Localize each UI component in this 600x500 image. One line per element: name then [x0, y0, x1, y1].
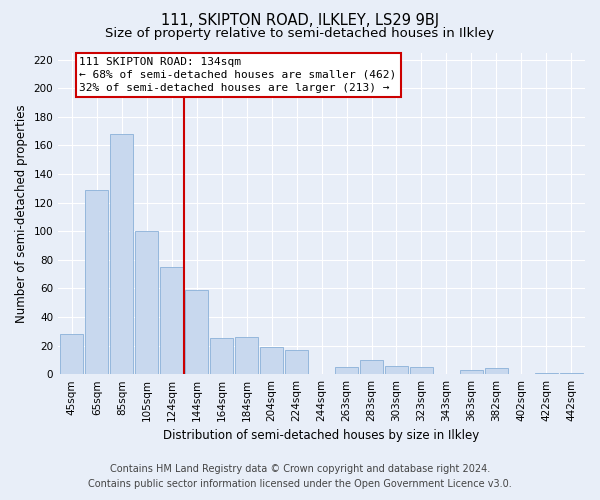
Bar	[385, 366, 408, 374]
Bar	[260, 347, 283, 374]
Bar	[360, 360, 383, 374]
Text: Contains HM Land Registry data © Crown copyright and database right 2024.
Contai: Contains HM Land Registry data © Crown c…	[88, 464, 512, 489]
Bar	[410, 367, 433, 374]
Bar	[460, 370, 483, 374]
Bar	[535, 373, 558, 374]
Bar	[285, 350, 308, 374]
Text: 111 SKIPTON ROAD: 134sqm
← 68% of semi-detached houses are smaller (462)
32% of : 111 SKIPTON ROAD: 134sqm ← 68% of semi-d…	[79, 57, 397, 93]
X-axis label: Distribution of semi-detached houses by size in Ilkley: Distribution of semi-detached houses by …	[163, 430, 480, 442]
Bar	[235, 337, 258, 374]
Bar	[61, 334, 83, 374]
Bar	[85, 190, 109, 374]
Bar	[210, 338, 233, 374]
Bar	[485, 368, 508, 374]
Bar	[185, 290, 208, 374]
Text: 111, SKIPTON ROAD, ILKLEY, LS29 9BJ: 111, SKIPTON ROAD, ILKLEY, LS29 9BJ	[161, 12, 439, 28]
Bar	[560, 373, 583, 374]
Bar	[136, 231, 158, 374]
Bar	[335, 367, 358, 374]
Y-axis label: Number of semi-detached properties: Number of semi-detached properties	[15, 104, 28, 322]
Text: Size of property relative to semi-detached houses in Ilkley: Size of property relative to semi-detach…	[106, 28, 494, 40]
Bar	[110, 134, 133, 374]
Bar	[160, 267, 183, 374]
